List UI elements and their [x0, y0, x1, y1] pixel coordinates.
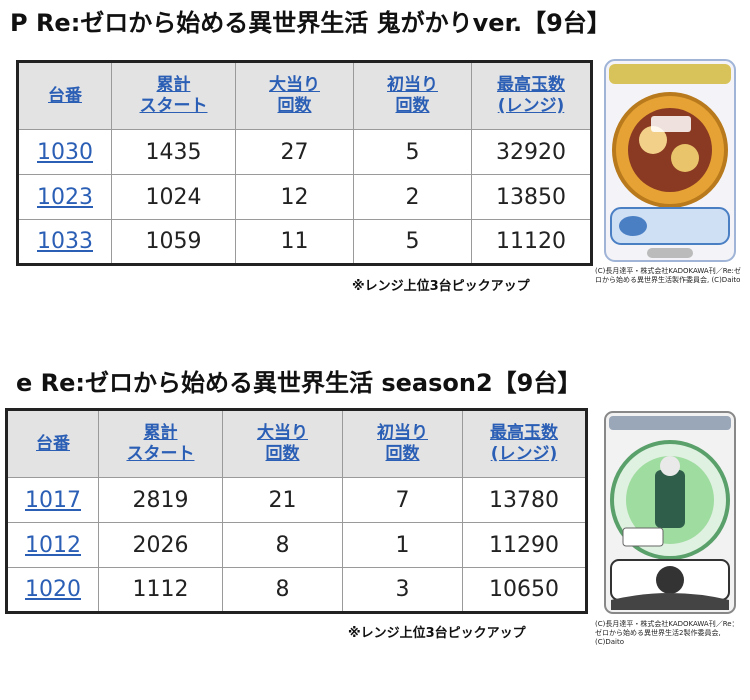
first-hits-cell: 3	[342, 567, 463, 613]
machine-number-link[interactable]: 1030	[37, 139, 93, 165]
copyright-credit: (C)長月達平・株式会社KADOKAWA刊／Re:ゼロから始める異世界生活製作委…	[595, 267, 741, 284]
total-start-cell: 2026	[98, 522, 223, 568]
big-hits-cell: 27	[235, 129, 354, 175]
header-total-start[interactable]: 累計 スタート	[111, 61, 236, 130]
total-start-cell: 1024	[111, 174, 236, 220]
first-hits-cell: 5	[353, 219, 472, 265]
pachinko-machine-image	[603, 58, 737, 263]
big-hits-cell: 8	[222, 522, 343, 568]
header-number[interactable]: 台番	[6, 409, 99, 478]
max-balls-cell: 13850	[471, 174, 592, 220]
big-hits-cell: 21	[222, 477, 343, 523]
header-total-start[interactable]: 累計 スタート	[98, 409, 223, 478]
max-balls-cell: 13780	[462, 477, 587, 523]
big-hits-cell: 12	[235, 174, 354, 220]
pickup-note: ※レンジ上位3台ピックアップ	[352, 279, 530, 294]
header-max-balls[interactable]: 最高玉数 (レンジ)	[471, 61, 592, 130]
section-title: P Re:ゼロから始める異世界生活 鬼がかりver.【9台】	[10, 9, 611, 37]
table-row: 1020 1112 8 3 10650	[6, 567, 587, 613]
header-first-hits[interactable]: 初当り 回数	[342, 409, 463, 478]
total-start-cell: 1112	[98, 567, 223, 613]
machine-number-link[interactable]: 1020	[25, 577, 81, 602]
big-hits-cell: 11	[235, 219, 354, 265]
first-hits-cell: 2	[353, 174, 472, 220]
machine-data-table: 台番 累計 スタート 大当り 回数 初当り 回数 最高玉数 (レンジ) 1017 281…	[5, 408, 588, 614]
table-row: 1012 2026 8 1 11290	[6, 522, 587, 568]
total-start-cell: 1059	[111, 219, 236, 265]
machine-number-link[interactable]: 1023	[37, 184, 93, 210]
first-hits-cell: 7	[342, 477, 463, 523]
copyright-credit: (C)長月達平・株式会社KADOKAWA刊／Re：ゼロから始める異世界生活2製作…	[595, 620, 739, 646]
header-max-balls[interactable]: 最高玉数 (レンジ)	[462, 409, 587, 478]
max-balls-cell: 32920	[471, 129, 592, 175]
header-first-hits[interactable]: 初当り 回数	[353, 61, 472, 130]
machine-number-link[interactable]: 1012	[25, 532, 81, 558]
machine-number-link[interactable]: 1033	[37, 229, 93, 254]
pickup-note: ※レンジ上位3台ピックアップ	[348, 626, 526, 641]
total-start-cell: 2819	[98, 477, 223, 523]
total-start-cell: 1435	[111, 129, 236, 175]
table-header-row: 台番 累計 スタート 大当り 回数 初当り 回数 最高玉数 (レンジ)	[6, 409, 587, 478]
table-row: 1030 1435 27 5 32920	[17, 129, 592, 175]
section-title: e Re:ゼロから始める異世界生活 season2【9台】	[16, 369, 582, 397]
header-big-hits[interactable]: 大当り 回数	[235, 61, 354, 130]
first-hits-cell: 1	[342, 522, 463, 568]
table-row: 1023 1024 12 2 13850	[17, 174, 592, 220]
max-balls-cell: 10650	[462, 567, 587, 613]
max-balls-cell: 11120	[471, 219, 592, 265]
big-hits-cell: 8	[222, 567, 343, 613]
table-row: 1033 1059 11 5 11120	[17, 219, 592, 265]
pachinko-machine-image	[603, 410, 737, 615]
table-row: 1017 2819 21 7 13780	[6, 477, 587, 523]
first-hits-cell: 5	[353, 129, 472, 175]
header-big-hits[interactable]: 大当り 回数	[222, 409, 343, 478]
max-balls-cell: 11290	[462, 522, 587, 568]
header-number[interactable]: 台番	[17, 61, 112, 130]
machine-number-link[interactable]: 1017	[25, 487, 81, 513]
machine-data-table: 台番 累計 スタート 大当り 回数 初当り 回数 最高玉数 (レンジ) 1030 143…	[16, 60, 593, 266]
table-header-row: 台番 累計 スタート 大当り 回数 初当り 回数 最高玉数 (レンジ)	[17, 61, 592, 130]
